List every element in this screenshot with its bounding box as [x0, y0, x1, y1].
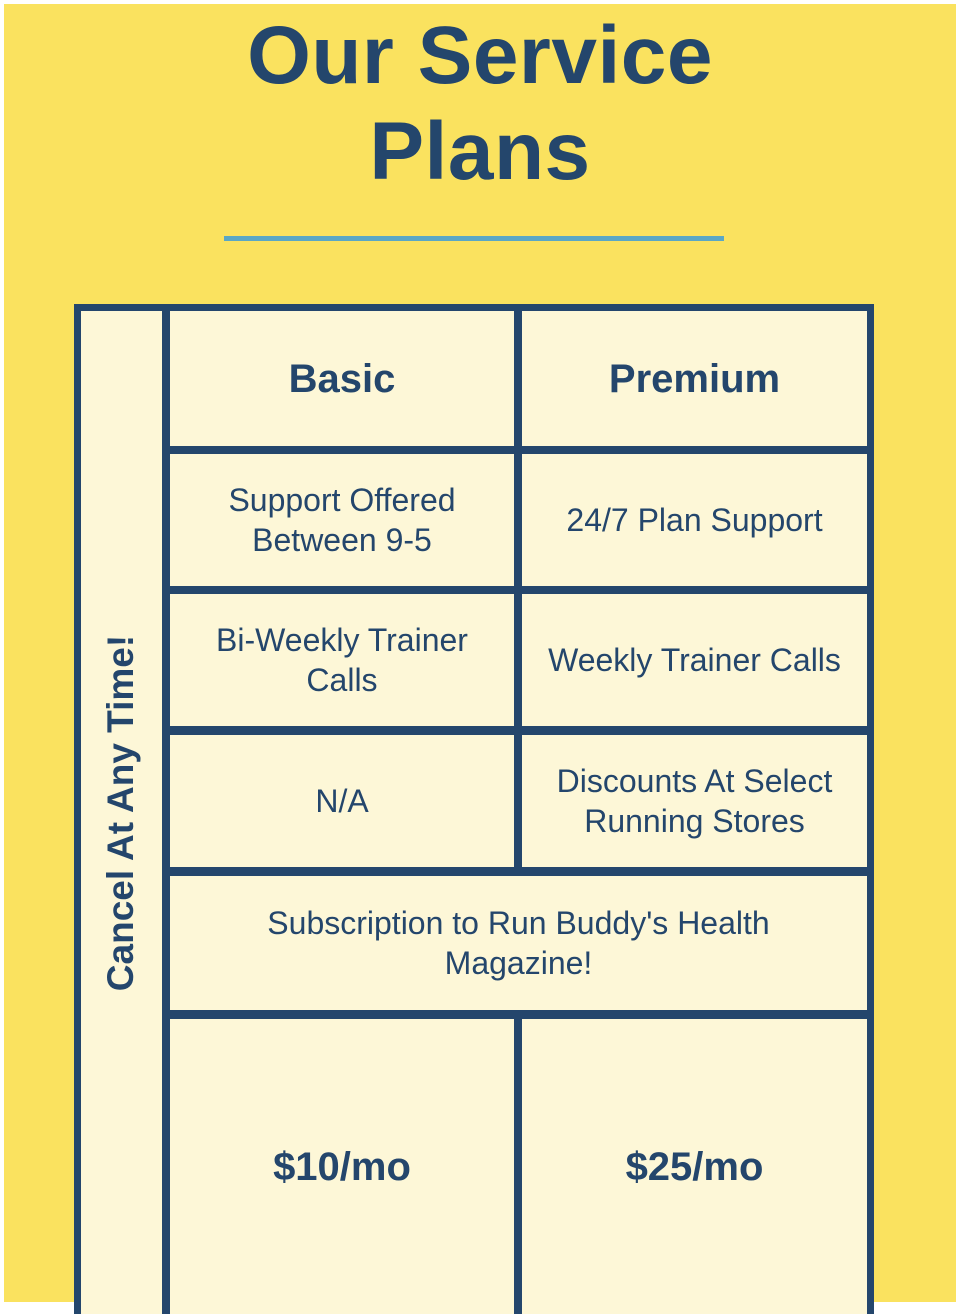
column-header-basic: Basic	[170, 311, 514, 446]
feature-text: Weekly Trainer Calls	[548, 642, 841, 678]
plans-table: Cancel At Any Time! Basic Premium Suppor…	[74, 304, 874, 1314]
page-title-line-2: Plans	[369, 106, 591, 197]
feature-line: Calls	[306, 662, 378, 698]
feature-text: Discounts At Select Running Stores	[533, 761, 857, 841]
shared-feature-cell: Subscription to Run Buddy's Health Magaz…	[170, 876, 867, 1010]
table-cell: N/A	[170, 735, 514, 867]
title-divider	[224, 236, 724, 241]
column-header-premium: Premium	[522, 311, 867, 446]
feature-line: Between 9-5	[252, 522, 432, 558]
feature-text: 24/7 Plan Support	[566, 502, 823, 538]
feature-text: N/A	[315, 783, 369, 819]
price-basic: $10/mo	[170, 1019, 514, 1314]
table-cell: 24/7 Plan Support	[522, 454, 867, 586]
shared-feature-text: Subscription to Run Buddy's Health Magaz…	[243, 903, 793, 983]
feature-text: Support Offered Between 9-5	[204, 480, 479, 560]
cancel-anytime-cell: Cancel At Any Time!	[81, 311, 162, 1314]
price-premium: $25/mo	[522, 1019, 867, 1314]
feature-line: Bi-Weekly Trainer	[216, 622, 468, 658]
feature-text: Bi-Weekly Trainer Calls	[192, 620, 492, 700]
feature-line: Magazine!	[444, 945, 593, 981]
feature-line: Discounts At Select	[556, 763, 833, 799]
feature-line: Running Stores	[584, 803, 805, 839]
feature-line: Subscription to Run Buddy's Health	[267, 905, 770, 941]
table-cell: Discounts At Select Running Stores	[522, 735, 867, 867]
plans-section: Our Service Plans Cancel At Any Time! Ba…	[4, 4, 956, 1314]
table-cell: Bi-Weekly Trainer Calls	[170, 594, 514, 726]
page-title-line-1: Our Service	[247, 10, 713, 101]
price-basic-label: $10/mo	[273, 1144, 411, 1189]
table-cell: Support Offered Between 9-5	[170, 454, 514, 586]
column-header-basic-label: Basic	[288, 356, 396, 401]
page-title: Our Service Plans	[4, 8, 956, 200]
feature-line: Support Offered	[228, 482, 456, 518]
price-premium-label: $25/mo	[625, 1144, 764, 1189]
cancel-anytime-label: Cancel At Any Time!	[100, 634, 142, 991]
column-header-premium-label: Premium	[608, 356, 781, 401]
table-cell: Weekly Trainer Calls	[522, 594, 867, 726]
